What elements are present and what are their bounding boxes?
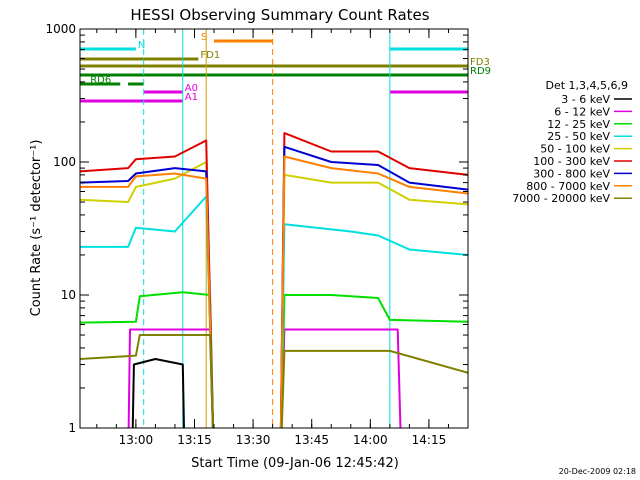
x-tick-label: 13:00 xyxy=(119,433,154,447)
series-line xyxy=(80,145,468,428)
series-line xyxy=(131,358,185,428)
legend-entry-label: 800 - 7000 keV xyxy=(526,180,610,193)
legend-header: Det 1,3,4,5,6,9 xyxy=(545,79,628,92)
x-tick-label: 14:00 xyxy=(353,433,388,447)
y-tick-label: 10 xyxy=(61,288,76,302)
series-line xyxy=(80,291,468,428)
y-tick-label: 1000 xyxy=(45,22,76,36)
legend-entry-label: 6 - 12 keV xyxy=(554,105,610,118)
flag-bar-label: N xyxy=(138,40,145,51)
legend-entry-label: 50 - 100 keV xyxy=(540,143,610,156)
flag-bar-label: A0 xyxy=(185,83,198,94)
flag-bar-label: FD1 xyxy=(200,50,220,61)
plot-frame xyxy=(79,28,469,429)
x-tick-label: 13:45 xyxy=(294,433,329,447)
series-line xyxy=(80,195,468,428)
flag-bar-label: RD9 xyxy=(470,66,491,77)
footer-date: 20-Dec-2009 02:18 xyxy=(559,467,636,476)
series-line xyxy=(80,155,468,428)
legend-entry-label: 300 - 800 keV xyxy=(533,167,610,180)
flag-bar-label: S xyxy=(201,32,207,43)
x-axis-label: Start Time (09-Jan-06 12:45:42) xyxy=(191,456,399,471)
x-axis-ticks: 13:00 13:15 13:30 13:45 14:00 14:15 xyxy=(96,29,469,447)
y-axis-ticks: 1 10 100 1000 xyxy=(45,22,468,435)
series-lines xyxy=(80,132,468,428)
x-tick-label: 13:15 xyxy=(177,433,212,447)
series-line xyxy=(80,334,468,428)
y-axis-label: Count Rate (s⁻¹ detector⁻¹) xyxy=(29,140,44,317)
series-line xyxy=(80,132,468,428)
flag-bar-label: FD3 xyxy=(470,57,490,68)
x-tick-label: 13:30 xyxy=(236,433,271,447)
legend-entry-label: 7000 - 20000 keV xyxy=(512,192,610,205)
series-line xyxy=(127,328,402,428)
legend-entry-label: 3 - 6 keV xyxy=(561,93,610,106)
y-tick-label: 100 xyxy=(53,155,76,169)
legend-entry-label: 25 - 50 keV xyxy=(547,130,610,143)
y-tick-label: 1 xyxy=(68,421,76,435)
x-tick-label: 14:15 xyxy=(412,433,447,447)
legend-entry-label: 12 - 25 keV xyxy=(547,118,610,131)
flag-bar-label: RD6 xyxy=(90,75,111,86)
flag-bar-label: A1 xyxy=(185,92,198,103)
series-line xyxy=(80,161,468,428)
legend-entry-label: 100 - 300 keV xyxy=(533,155,610,168)
chart-title: HESSI Observing Summary Count Rates xyxy=(130,6,429,24)
